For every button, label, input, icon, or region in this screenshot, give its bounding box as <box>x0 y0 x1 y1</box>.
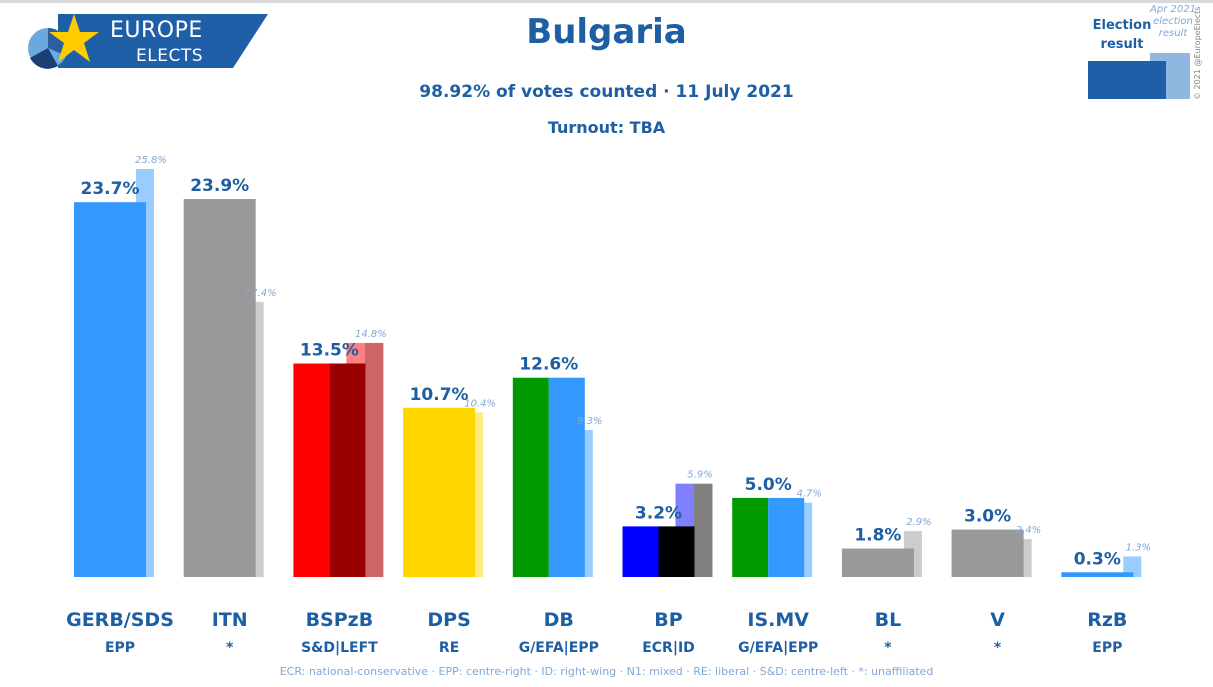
result-bar <box>183 199 256 577</box>
value-label: 23.7% <box>81 179 140 199</box>
category-label: BP <box>654 609 682 631</box>
previous-value-label: 2.9% <box>906 517 931 528</box>
category-label: DB <box>544 609 574 631</box>
previous-value-label: 25.8% <box>135 155 167 166</box>
previous-value-label: 5.9% <box>687 470 712 481</box>
group-label: S&D|LEFT <box>301 640 378 656</box>
group-label: G/EFA|EPP <box>519 640 599 656</box>
result-bar <box>293 363 330 577</box>
group-label: * <box>884 640 892 656</box>
category-label: ITN <box>212 609 248 631</box>
category-label: V <box>990 609 1005 631</box>
value-label: 3.2% <box>635 503 682 523</box>
result-bar <box>512 377 549 577</box>
value-label: 13.5% <box>300 341 359 361</box>
turnout-label: Turnout: TBA <box>547 118 666 137</box>
result-bar <box>841 548 914 577</box>
group-label: G/EFA|EPP <box>738 640 818 656</box>
group-label: ECR|ID <box>642 640 695 656</box>
logo-line1: EUROPE <box>110 18 203 43</box>
page-title: Bulgaria <box>526 12 687 52</box>
previous-value-label: 14.8% <box>355 329 387 340</box>
legend-previous-label: Apr 2021 election result <box>1150 4 1196 39</box>
chart-subtitle: 98.92% of votes counted · 11 July 2021 <box>419 82 794 102</box>
legend-swatch-current <box>1088 61 1166 99</box>
previous-value-label: 17.4% <box>245 288 277 299</box>
previous-bar <box>364 342 384 577</box>
logo-line2: ELECTS <box>136 46 203 66</box>
category-label: RzB <box>1087 609 1127 631</box>
group-label: EPP <box>105 640 135 656</box>
result-bar <box>74 202 146 577</box>
category-label: IS.MV <box>747 609 809 631</box>
logo-graphic <box>28 14 268 69</box>
result-bar <box>951 529 1024 577</box>
legend-current-label: Election result <box>1092 18 1152 52</box>
result-bar <box>329 363 366 577</box>
europe-elects-logo: EUROPE ELECTS <box>18 10 278 72</box>
value-label: 5.0% <box>745 475 792 495</box>
value-label: 1.8% <box>854 526 901 546</box>
group-label: EPP <box>1092 640 1122 656</box>
result-bar <box>732 497 769 577</box>
result-bar <box>622 526 659 577</box>
previous-bar <box>694 483 713 577</box>
category-label: DPS <box>427 609 470 631</box>
top-border <box>0 0 1213 3</box>
result-bar <box>768 497 805 577</box>
previous-value-label: 9.3% <box>577 416 602 427</box>
previous-bar <box>1123 556 1142 577</box>
result-bar <box>658 526 695 577</box>
result-bar <box>403 407 476 577</box>
group-footnote: ECR: national-conservative · EPP: centre… <box>279 665 934 678</box>
value-label: 23.9% <box>190 176 249 196</box>
group-label: * <box>226 640 234 656</box>
value-label: 3.0% <box>964 507 1011 527</box>
group-label: * <box>994 640 1002 656</box>
previous-value-label: 10.4% <box>464 399 496 410</box>
value-label: 0.3% <box>1074 549 1121 569</box>
value-label: 10.7% <box>410 385 469 405</box>
group-label: RE <box>439 640 459 656</box>
category-label: BL <box>875 609 902 631</box>
previous-value-label: 2.4% <box>1016 525 1041 536</box>
result-bar <box>1061 572 1134 577</box>
value-label: 12.6% <box>519 355 578 375</box>
category-label: BSPzB <box>306 609 374 631</box>
previous-value-label: 4.7% <box>796 489 821 500</box>
result-bar <box>548 377 585 577</box>
category-label: GERB/SDS <box>66 609 174 631</box>
previous-value-label: 1.3% <box>1126 542 1151 553</box>
